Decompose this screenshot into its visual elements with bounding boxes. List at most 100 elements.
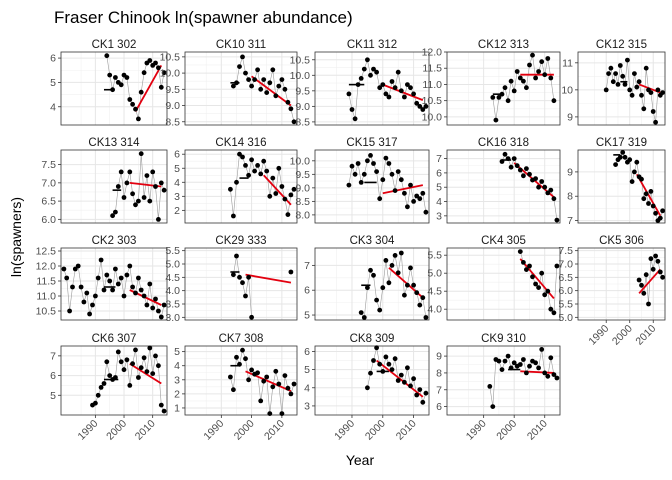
data-point [243,356,248,362]
data-point [386,94,392,100]
x-tick-label: 2010 [262,418,287,443]
y-tick-label: 4.0 [165,285,180,297]
data-point [361,171,367,177]
panel-strip-label: CK7 308 [219,333,264,345]
data-point [380,82,386,87]
data-point [279,184,285,189]
data-point [371,272,376,278]
data-point [539,59,545,65]
data-point [147,58,153,63]
data-point [95,392,101,398]
data-point [81,299,87,305]
panel-strip-label: CK29 333 [215,235,266,247]
trend-line [134,64,163,113]
data-point [389,79,395,84]
data-point [288,391,294,397]
data-point [78,284,84,290]
x-tick-label: 2000 [104,418,129,443]
series-line [230,349,295,414]
data-point [411,282,416,288]
data-point [156,363,161,369]
data-point [533,176,538,182]
data-point [395,270,401,276]
data-point [417,302,423,308]
y-tick-label: 9 [567,166,573,178]
data-point [70,284,75,290]
data-point [402,94,407,100]
data-point [282,86,288,92]
data-point [141,355,147,361]
y-tick-label: 10.0 [290,155,311,167]
panel-strip-label: CK9 310 [481,333,526,345]
y-tick-label: 4 [174,177,180,189]
data-point [542,370,548,376]
data-point [545,373,551,379]
data-point [124,272,130,278]
data-point [505,353,511,359]
data-point [107,278,113,284]
y-tick-label: 9.5 [295,85,310,97]
y-tick-label: 7 [436,153,442,165]
series-line [230,153,295,217]
data-point [147,198,153,204]
y-tick-label: 5 [304,310,310,322]
data-point [490,95,496,100]
panel-border [184,345,298,416]
panel-strip-label: CK14 316 [215,137,266,149]
data-point [660,90,665,95]
panel: CK2 303 10.5 11.0 11.5 12.0 12.5 [36,235,168,321]
data-point [90,302,95,308]
data-point [240,154,245,160]
data-point [405,282,410,288]
x-tick-label: 1990 [332,418,357,443]
panel-border [446,51,561,126]
data-point [524,85,529,91]
data-point [490,404,496,409]
y-tick-label: 5 [174,163,180,175]
data-point [420,399,426,405]
panel-strip-label: CK15 317 [346,137,397,149]
panel-border [446,149,561,224]
data-point [258,398,264,404]
data-point [398,250,404,256]
data-point [101,381,107,386]
y-tick-label: 8.5 [295,116,310,128]
data-point [252,77,257,82]
trend-line [245,273,292,284]
data-point [138,287,144,293]
panel-strip-label: CK16 318 [478,137,529,149]
x-tick-label: 2010 [394,418,419,443]
data-point [405,82,410,87]
data-point [542,72,548,78]
data-point [358,76,364,81]
y-tick-label: 11.0 [36,291,56,303]
data-point [527,263,532,269]
data-point [228,374,233,380]
data-point [64,275,70,281]
data-point [279,411,285,416]
data-point [237,151,242,157]
data-point [249,367,255,373]
data-point [608,65,614,71]
data-point [398,88,404,94]
panel: CK29 333 3.03.5 4.04.55.0 5.5 [165,235,298,324]
y-tick-label: 4 [50,101,56,113]
x-tick-label: 1990 [464,418,489,443]
data-point [113,75,118,80]
y-tick-label: 9.5 [295,169,310,181]
data-point [408,383,413,389]
data-point [496,95,502,100]
data-point [352,116,358,122]
data-point [267,411,273,416]
y-tick-label: 9 [436,351,442,363]
y-tick-label: 6 [304,285,310,297]
data-point [133,106,138,112]
x-tick-label: 2010 [525,418,550,443]
data-point [276,83,282,89]
data-point [264,168,270,174]
data-point [279,77,285,82]
data-point [93,400,98,406]
data-point [660,208,665,214]
data-point [508,164,514,170]
data-point [243,293,248,299]
